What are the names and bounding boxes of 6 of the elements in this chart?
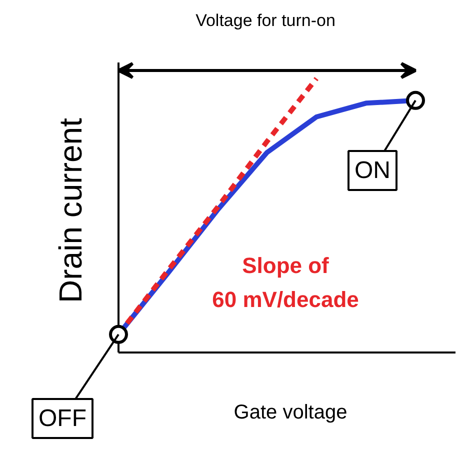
x-axis-title: Gate voltage <box>234 402 348 424</box>
annotation: Slope of 60 mV/decade <box>212 253 359 312</box>
text: OFF <box>38 405 87 432</box>
text: Voltage for turn-on <box>196 11 336 30</box>
y-axis-title: Drain current <box>52 118 88 303</box>
annotation: ON <box>354 157 390 184</box>
